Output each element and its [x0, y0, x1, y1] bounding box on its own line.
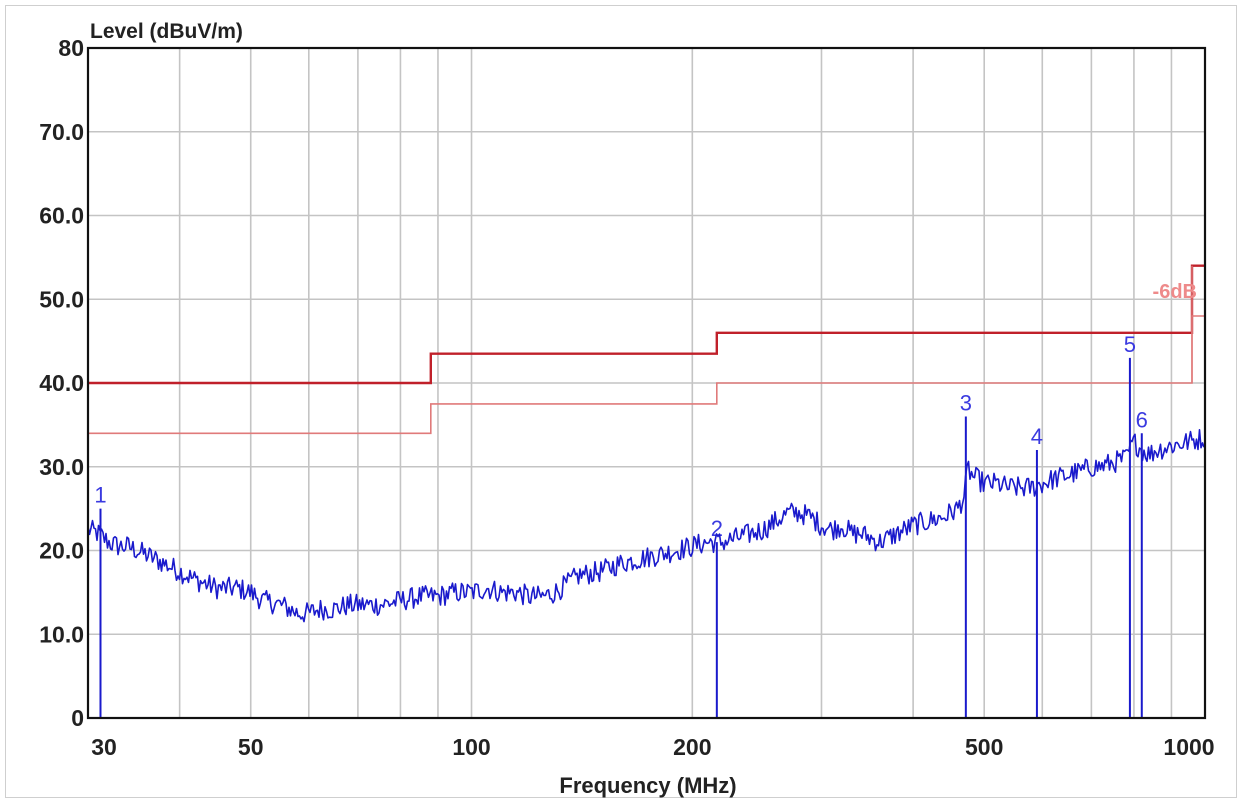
markers: 1 2 3 4 5 6	[94, 332, 1148, 718]
x-tick-label: 200	[673, 734, 711, 760]
marker-label-4: 4	[1031, 424, 1043, 449]
y-tick-label: 70.0	[39, 119, 84, 145]
y-tick-label: 0	[71, 705, 84, 731]
marker-label-5: 5	[1124, 332, 1136, 357]
marker-label-2: 2	[711, 516, 723, 541]
trace	[87, 428, 1205, 623]
plot-area-border	[86, 46, 1207, 720]
y-tick-label: 60.0	[39, 203, 84, 229]
y-axis-ticks: 0 10.0 20.0 30.0 40.0 50.0 60.0 70.0 80	[39, 35, 84, 731]
y-tick-label: 40.0	[39, 370, 84, 396]
x-axis-title: Frequency (MHz)	[559, 773, 736, 798]
x-tick-label: 1000	[1163, 734, 1214, 760]
y-tick-label: 50.0	[39, 286, 84, 312]
x-tick-label: 100	[452, 734, 490, 760]
y-tick-label: 30.0	[39, 454, 84, 480]
marker-label-6: 6	[1136, 407, 1148, 432]
limit-annotation: -6dB	[1153, 281, 1197, 303]
y-axis-title: Level (dBuV/m)	[90, 20, 243, 43]
spectrum-trace	[87, 428, 1205, 623]
y-tick-label: 10.0	[39, 621, 84, 647]
x-axis-ticks: 30 50 100 200 500 1000	[91, 734, 1214, 760]
marker-label-3: 3	[960, 391, 972, 416]
y-tick-label: 80	[58, 35, 84, 61]
chart-frame	[5, 5, 1237, 798]
marker-label-1: 1	[94, 483, 106, 508]
x-tick-label: 30	[91, 734, 117, 760]
x-tick-label: 50	[238, 734, 264, 760]
plot-border	[86, 46, 1207, 720]
limit-lines	[88, 264, 1205, 435]
x-tick-label: 500	[965, 734, 1003, 760]
limit-limit-line	[88, 264, 1205, 385]
y-tick-label: 20.0	[39, 538, 84, 564]
